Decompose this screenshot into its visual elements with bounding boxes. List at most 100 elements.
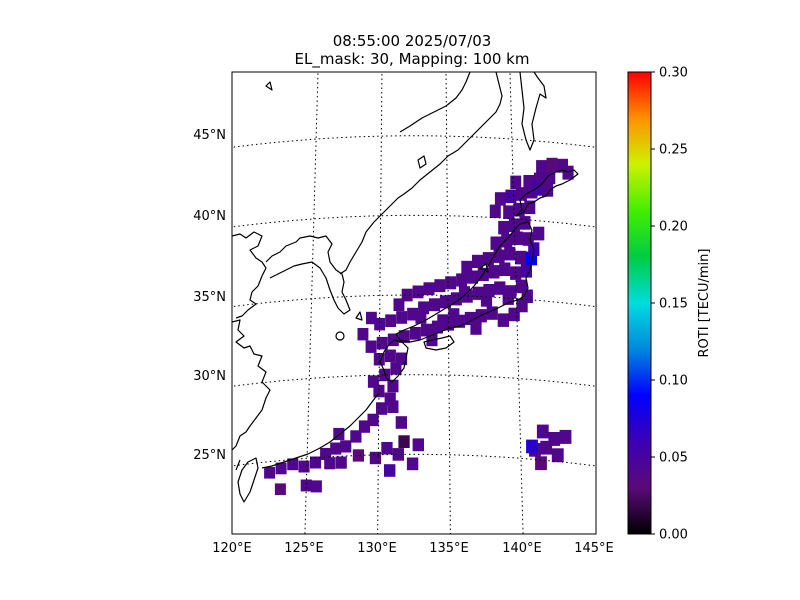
roti-cell — [374, 317, 386, 331]
roti-cell — [520, 264, 532, 278]
colorbar-tick-label: 0.00 — [659, 528, 688, 543]
roti-cell — [551, 448, 564, 463]
island-jeju — [335, 331, 345, 341]
roti-cell — [369, 451, 382, 465]
roti-cell — [396, 352, 408, 366]
roti-cell — [300, 479, 312, 492]
island-rebun — [265, 81, 273, 91]
roti-cell — [516, 298, 528, 313]
roti-cell — [488, 265, 500, 279]
lon-tick-label: 125°E — [284, 541, 324, 556]
roti-cell — [524, 200, 536, 215]
roti-cell — [510, 175, 522, 190]
roti-cell — [526, 439, 538, 454]
roti-cell — [381, 442, 393, 455]
roti-cell — [442, 317, 454, 331]
roti-cell — [367, 413, 379, 427]
roti-cell — [298, 460, 310, 473]
roti-cell — [418, 301, 430, 315]
roti-cell — [376, 336, 388, 350]
roti-cell — [494, 281, 506, 295]
roti-cell — [398, 435, 410, 448]
roti-cell — [470, 321, 482, 335]
colorbar-tick-label: 0.10 — [659, 374, 688, 389]
roti-cell — [503, 205, 515, 219]
roti-cell — [499, 262, 511, 276]
roti-cell — [508, 218, 520, 232]
roti-cell — [540, 440, 553, 455]
roti-cell — [420, 323, 432, 337]
roti-cell — [521, 289, 533, 304]
coastline-korea — [265, 235, 351, 315]
island-sado — [479, 263, 489, 273]
lat-tick-label: 35°N — [193, 290, 226, 305]
roti-cell — [406, 457, 419, 471]
roti-cell — [456, 273, 468, 287]
roti-cell — [523, 175, 535, 189]
roti-cell — [367, 375, 379, 388]
roti-cell — [384, 464, 396, 477]
roti-cell — [445, 276, 457, 290]
roti-cell — [275, 462, 287, 475]
coastline-china — [232, 319, 271, 451]
roti-cell — [387, 379, 399, 393]
roti-cell — [398, 330, 410, 343]
roti-cell — [515, 279, 528, 294]
roti-cell — [497, 313, 509, 327]
roti-heatmap-cells — [264, 157, 574, 496]
meridian-line — [377, 72, 383, 534]
roti-cell — [439, 295, 451, 309]
map-plot-area — [232, 72, 596, 534]
roti-cell — [287, 458, 299, 471]
coastline-hokkaido — [515, 169, 579, 217]
roti-cell — [494, 192, 506, 206]
roti-cell — [513, 202, 525, 217]
roti-cell — [562, 165, 574, 180]
roti-cell — [544, 170, 556, 185]
parallel-line — [232, 135, 596, 148]
roti-cell — [548, 432, 561, 446]
roti-cell — [310, 480, 322, 493]
lon-tick-label: 130°E — [357, 541, 397, 556]
roti-cell — [387, 400, 399, 413]
meridian-line — [445, 72, 451, 534]
lat-tick-label: 30°N — [193, 369, 226, 384]
roti-cell — [357, 328, 369, 341]
roti-cell — [486, 306, 498, 320]
roti-cell — [531, 182, 543, 196]
roti-cell — [373, 384, 385, 398]
coastline-shikoku — [423, 335, 455, 351]
roti-cell — [505, 189, 517, 204]
roti-cell — [501, 234, 513, 248]
roti-cell — [366, 311, 377, 325]
colorbar: 0.00 0.05 0.10 0.15 0.20 0.25 0.30 ROTI [TECU/… — [627, 66, 712, 543]
colorbar-gradient — [627, 71, 652, 535]
roti-cell — [423, 282, 435, 296]
roti-cell — [412, 285, 424, 299]
colorbar-tick-label: 0.25 — [659, 143, 688, 158]
chart-title-line-1: 08:55:00 2025/07/03 — [333, 32, 492, 50]
roti-cell — [393, 298, 405, 311]
roti-cell — [458, 286, 470, 300]
roti-cell — [320, 447, 332, 460]
coastlines — [232, 72, 579, 503]
roti-cell — [472, 286, 484, 300]
parallel-line — [232, 453, 596, 467]
roti-cell — [396, 311, 408, 324]
roti-cell — [274, 483, 286, 496]
roti-cell — [350, 430, 362, 443]
island-okushiri — [417, 155, 427, 169]
map-frame — [231, 71, 597, 535]
roti-cell — [429, 298, 440, 312]
parallel-line — [232, 294, 596, 308]
roti-cell — [373, 353, 385, 366]
lon-tick-label: 140°E — [502, 541, 542, 556]
roti-cell — [525, 251, 537, 266]
roti-cell — [330, 442, 342, 455]
roti-cell — [409, 326, 421, 340]
colorbar-tick-label: 0.05 — [659, 451, 688, 466]
roti-cell — [401, 288, 413, 302]
roti-cell — [384, 349, 396, 363]
roti-cell — [482, 252, 494, 266]
roti-cell — [490, 236, 502, 250]
